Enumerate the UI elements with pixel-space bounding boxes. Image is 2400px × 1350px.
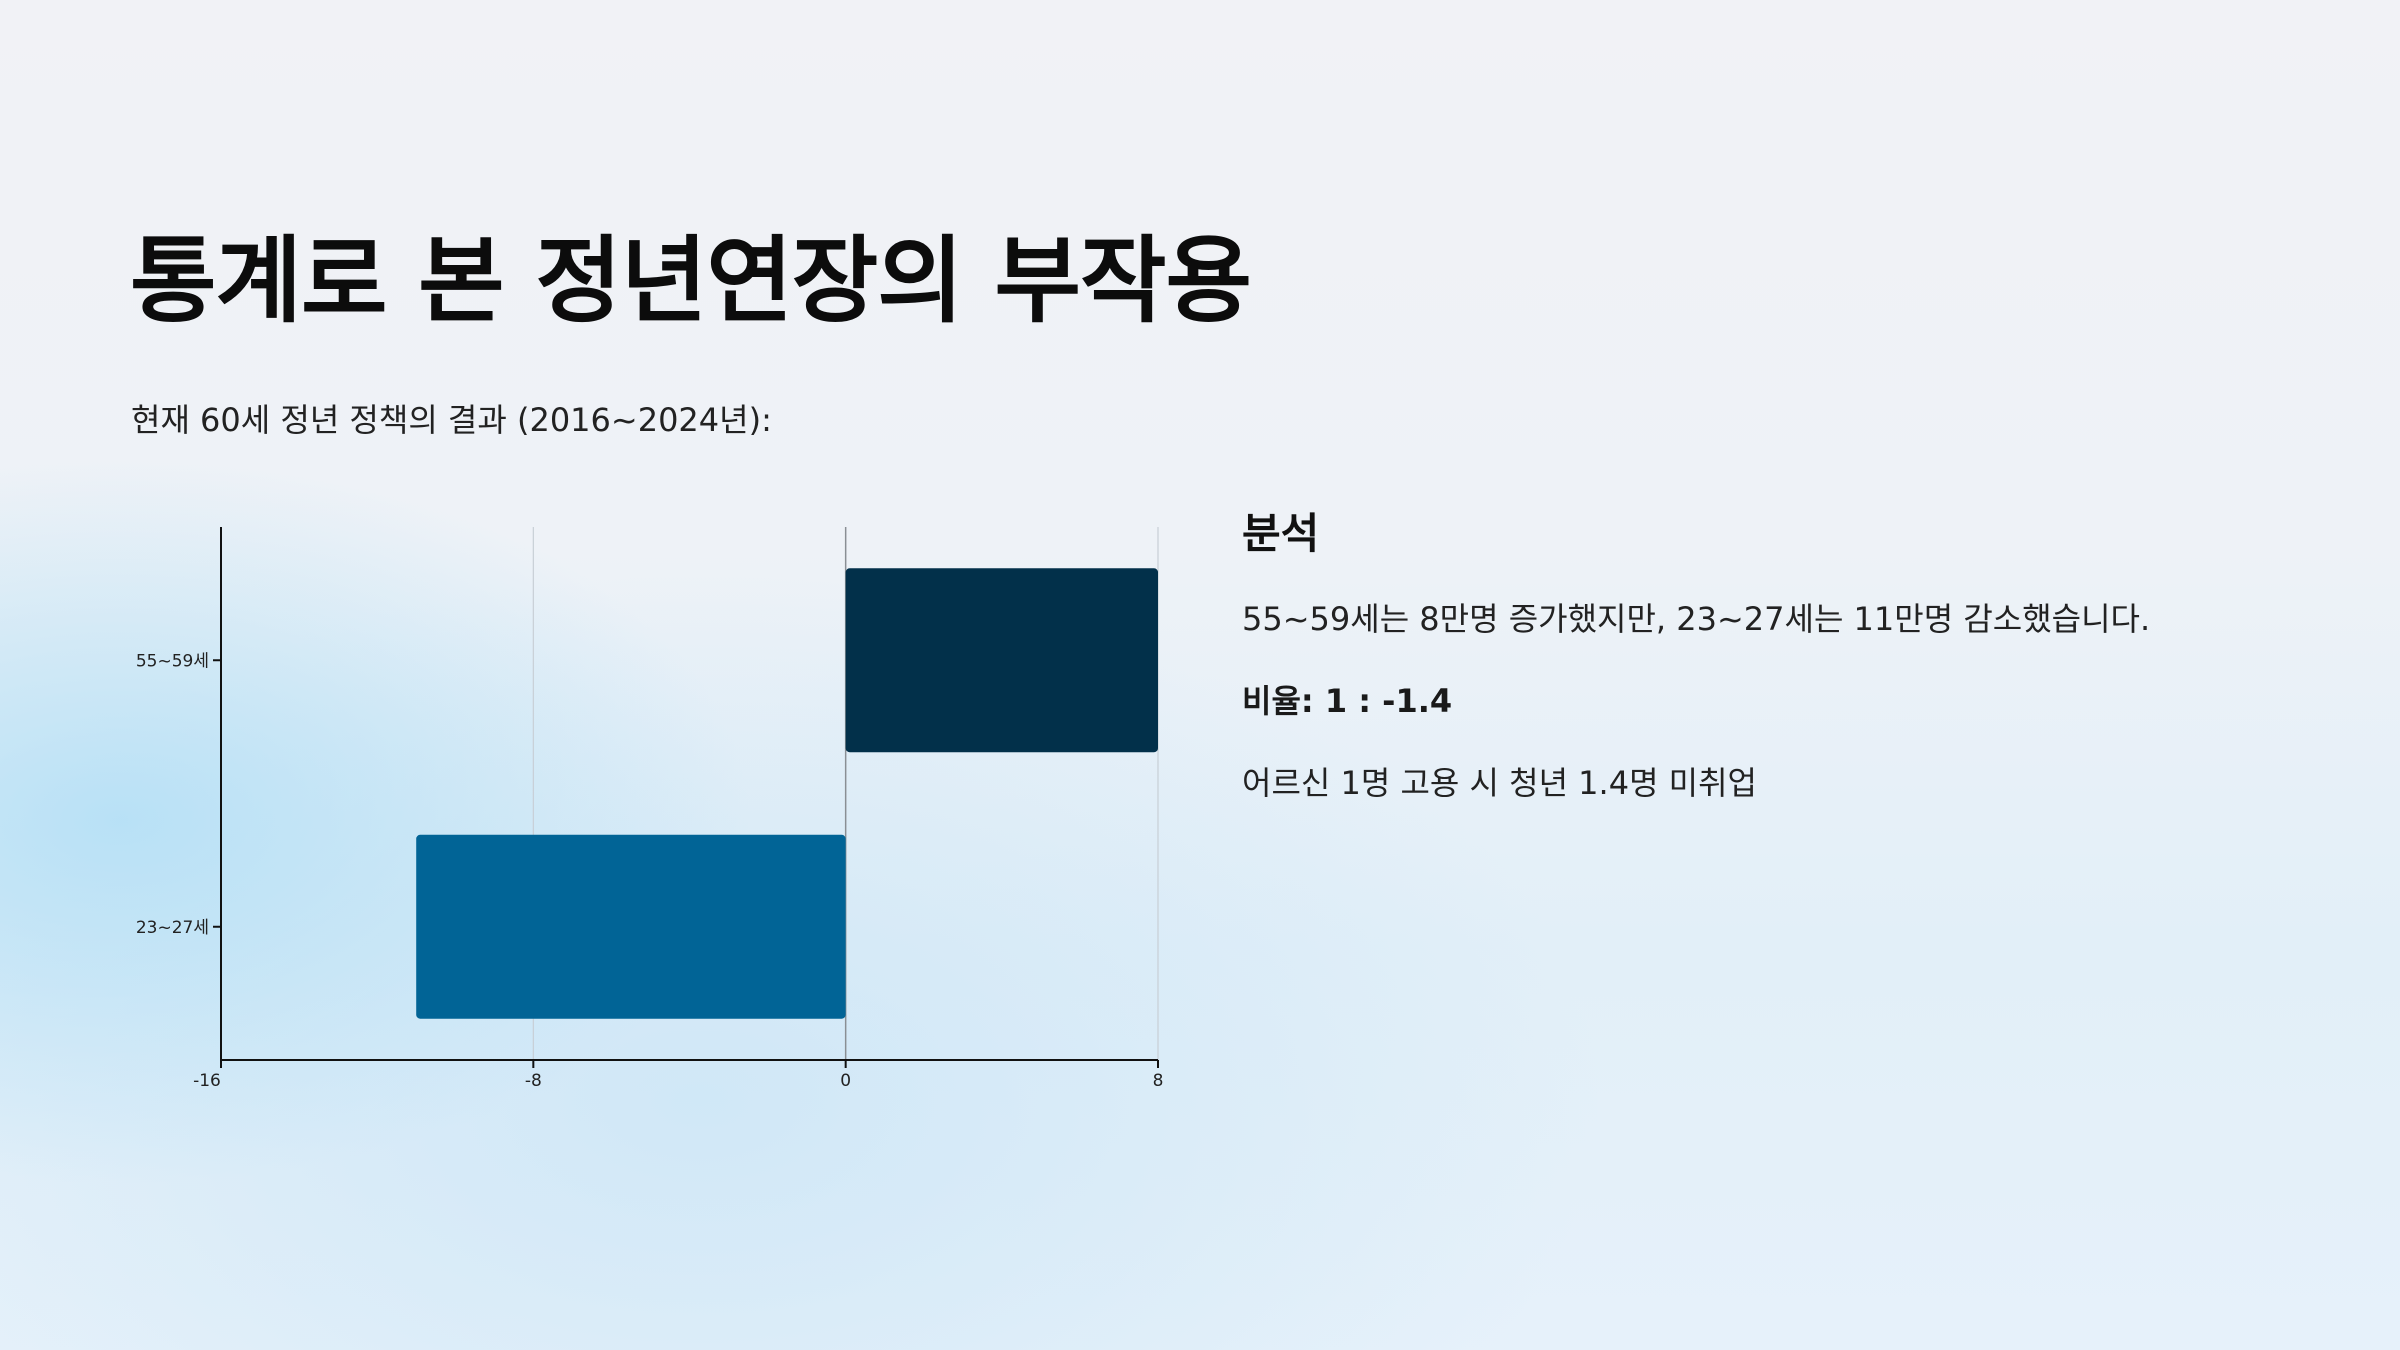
x-tick-label: 0 — [840, 1071, 851, 1091]
analysis-conclusion: 어르신 1명 고용 시 청년 1.4명 미취업 — [1242, 764, 1758, 802]
y-tick-label: 55~59세 — [136, 651, 209, 671]
analysis-ratio: 비율: 1 : -1.4 — [1242, 682, 1453, 720]
analysis-heading: 분석 — [1242, 509, 1320, 558]
analysis-summary: 55~59세는 8만명 증가했지만, 23~27세는 11만명 감소했습니다. — [1242, 600, 2151, 638]
bar — [845, 568, 1158, 753]
analysis-panel: 분석 55~59세는 8만명 증가했지만, 23~27세는 11만명 감소했습니… — [1242, 500, 2342, 843]
page-subtitle: 현재 60세 정년 정책의 결과 (2016~2024년): — [131, 401, 772, 439]
x-tick-label: -8 — [525, 1071, 542, 1091]
x-tick-label: -16 — [193, 1071, 221, 1091]
y-tick-label: 23~27세 — [136, 918, 209, 938]
bar — [416, 834, 846, 1019]
page-title: 통계로 본 정년연장의 부작용 — [130, 227, 1252, 336]
x-tick-label: 8 — [1153, 1071, 1164, 1091]
